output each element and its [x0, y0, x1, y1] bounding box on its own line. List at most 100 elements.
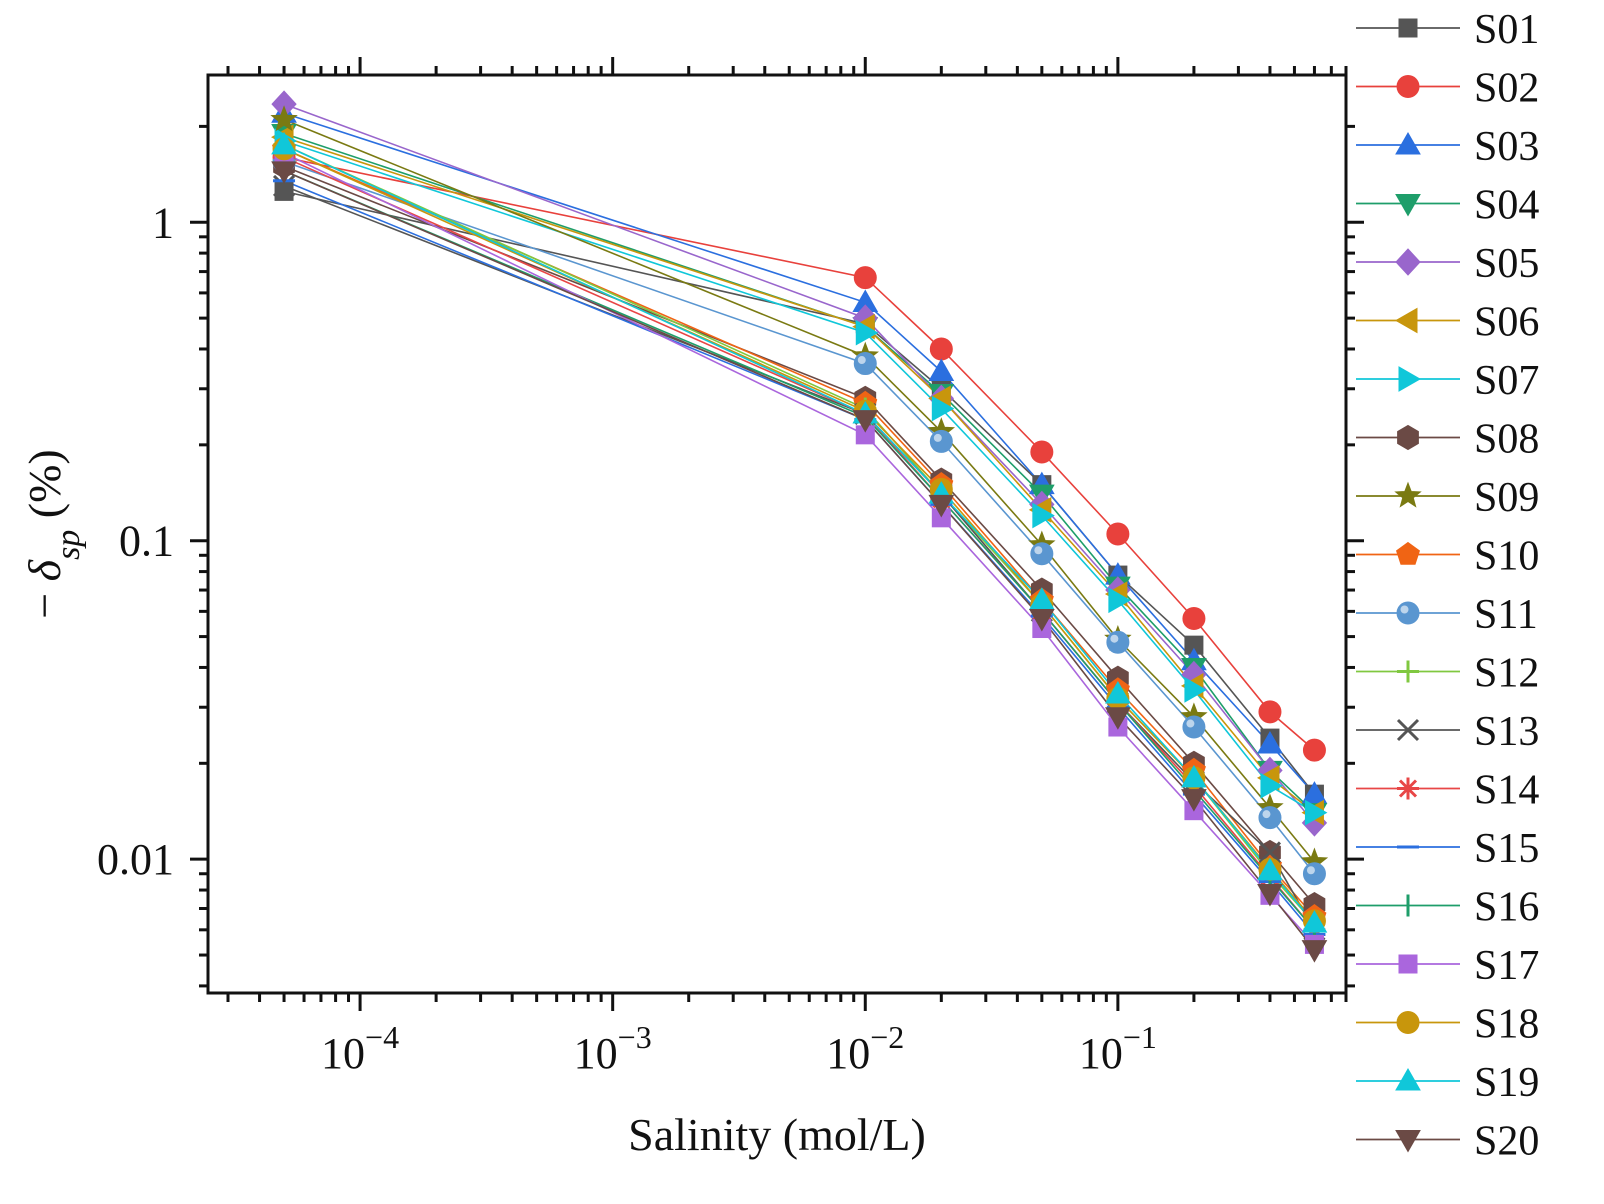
legend-marker [1394, 481, 1422, 508]
x-tick-label-exponent: −2 [870, 1019, 904, 1055]
legend-item-s15: S15 [1356, 826, 1539, 872]
data-point-s11-8 [1302, 862, 1326, 886]
data-point-s11-4 [1030, 542, 1054, 566]
legend-label: S12 [1474, 651, 1539, 697]
series-markers-s05 [271, 90, 1328, 837]
data-point-s07-5 [1108, 587, 1131, 614]
data-point-s20-2 [852, 410, 879, 433]
data-point-s02-7 [1258, 700, 1282, 724]
y-tick-label: 0.1 [119, 517, 174, 566]
data-point-s07-7 [1260, 772, 1283, 799]
y-axis-title-prefix: − [19, 581, 70, 618]
data-point-s03-3 [928, 358, 955, 381]
legend-marker [1395, 1130, 1421, 1153]
data-point-s20-4 [1028, 608, 1055, 632]
legend-item-s11: S11 [1356, 592, 1538, 638]
data-point-s02-8 [1302, 738, 1326, 762]
series-line-s01 [283, 190, 1316, 795]
series-markers-s20 [271, 161, 1328, 963]
legend-label: S17 [1474, 943, 1539, 989]
legend-label: S18 [1474, 1002, 1539, 1048]
legend-marker [1395, 194, 1421, 217]
series-line-s12 [283, 144, 1315, 924]
y-axis-title: − δsp (%) [19, 449, 87, 619]
y-tick-labels: 1 0.1 0.01 [97, 198, 174, 884]
data-point-s11-3 [929, 429, 953, 453]
y-tick-label: 1 [152, 198, 174, 247]
legend-marker [1398, 366, 1422, 392]
series-markers-s16 [282, 159, 1316, 941]
legend-item-s13: S13 [1356, 709, 1539, 755]
legend-item-s18: S18 [1356, 1002, 1539, 1048]
data-point-s19-5 [1105, 681, 1131, 704]
series-line-s09 [283, 118, 1316, 863]
legend-label: S10 [1474, 534, 1539, 580]
data-point-s20-7 [1257, 884, 1283, 907]
x-tick-labels: 10−4 10−3 10−2 10−1 [321, 1019, 1157, 1078]
legend-item-s03: S03 [1356, 124, 1539, 170]
series-line-s08 [283, 165, 1316, 906]
series-line-s04 [283, 132, 1315, 814]
legend-label: S11 [1474, 592, 1538, 638]
series-line-s05 [283, 103, 1316, 824]
series-markers-s12 [273, 133, 1326, 935]
series-line-s03 [283, 112, 1315, 795]
x-axis-title: Salinity (mol/L) [628, 1109, 926, 1160]
legend-marker [1396, 601, 1420, 625]
legend-marker [1395, 131, 1421, 155]
series-markers-s06 [271, 124, 1324, 826]
legend-label: S13 [1474, 709, 1539, 755]
legend-item-s01: S01 [1356, 7, 1539, 53]
legend-item-s10: S10 [1356, 534, 1539, 580]
series-line-s13 [283, 185, 1316, 931]
legend-label: S09 [1474, 475, 1539, 521]
legend-marker [1397, 424, 1419, 451]
legend-marker [1394, 307, 1418, 334]
data-point-s11-7 [1258, 806, 1282, 830]
x-tick-label-base: 10 [826, 1029, 870, 1078]
data-point-s11-6 [1182, 715, 1206, 739]
series-line-s07 [283, 140, 1315, 814]
series-line-s14 [283, 156, 1316, 931]
series-markers-s02 [272, 145, 1326, 762]
series-line-s10 [283, 148, 1315, 918]
legend-item-s08: S08 [1356, 417, 1539, 463]
series-markers-s18 [272, 137, 1326, 933]
data-point-s20-6 [1181, 789, 1207, 812]
data-point-s19-1 [271, 131, 297, 155]
legend-label: S03 [1474, 124, 1539, 170]
legend-item-s07: S07 [1356, 358, 1539, 404]
legend: S01 S02 S03 S04 S05 S06 S07 S08 S09 S10 S11 S12 S13 S… [1356, 7, 1539, 1165]
series-markers-s11 [272, 150, 1326, 886]
x-tick-label-base: 10 [321, 1029, 365, 1078]
series-markers-s17 [274, 143, 1324, 954]
legend-marker [1397, 777, 1419, 800]
legend-marker [1395, 541, 1421, 565]
series-line-s17 [283, 152, 1315, 945]
legend-item-s05: S05 [1356, 241, 1539, 287]
legend-label: S15 [1474, 826, 1539, 872]
series-markers [270, 90, 1329, 963]
x-tick-label: 10−2 [826, 1019, 904, 1078]
legend-label: S16 [1474, 885, 1539, 931]
legend-label: S20 [1474, 1119, 1539, 1165]
data-point-s02-5 [1106, 522, 1130, 546]
data-point-s20-1 [271, 161, 297, 184]
data-point-s07-4 [1032, 502, 1055, 529]
legend-label: S19 [1474, 1060, 1539, 1106]
x-tick-label-base: 10 [1079, 1029, 1123, 1078]
series-line-s11 [283, 160, 1316, 875]
legend-item-s02: S02 [1356, 66, 1539, 112]
x-tick-label-exponent: −3 [618, 1019, 652, 1055]
legend-item-s19: S19 [1356, 1060, 1539, 1106]
data-point-s02-2 [853, 266, 877, 290]
legend-marker [1397, 660, 1419, 683]
series-markers-s13 [272, 174, 1326, 941]
data-point-s02-3 [929, 337, 953, 361]
legend-item-s14: S14 [1356, 768, 1539, 814]
series-markers-s10 [272, 136, 1327, 927]
series-layer [270, 90, 1329, 963]
x-tick-label: 10−3 [574, 1019, 652, 1078]
plot-frame [206, 73, 1348, 995]
